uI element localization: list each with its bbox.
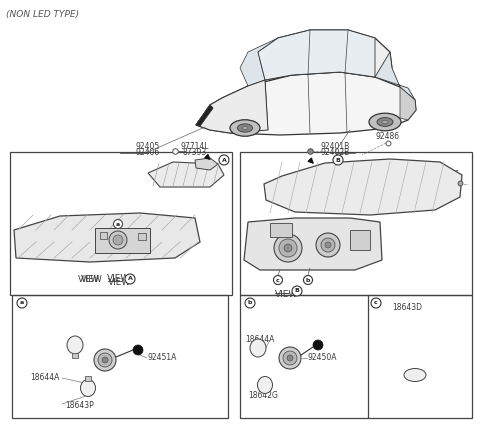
Polygon shape — [258, 30, 375, 80]
Text: VIEW: VIEW — [275, 290, 298, 299]
Circle shape — [279, 347, 301, 369]
Circle shape — [102, 357, 108, 363]
Circle shape — [313, 340, 323, 350]
Text: 87393: 87393 — [183, 148, 207, 157]
Circle shape — [98, 353, 112, 367]
Text: VIEW: VIEW — [107, 274, 130, 283]
Circle shape — [245, 298, 255, 308]
Ellipse shape — [238, 124, 252, 132]
Text: a: a — [20, 300, 24, 305]
Circle shape — [125, 274, 135, 284]
Circle shape — [274, 276, 283, 285]
Circle shape — [133, 345, 143, 355]
Bar — [85, 376, 91, 381]
Text: (NON LED TYPE): (NON LED TYPE) — [6, 10, 79, 19]
Bar — [270, 223, 292, 237]
Text: b: b — [306, 277, 310, 282]
Bar — [240, 152, 472, 295]
Polygon shape — [14, 213, 200, 262]
Text: A: A — [128, 276, 132, 282]
Circle shape — [109, 231, 127, 249]
Bar — [240, 295, 472, 418]
Circle shape — [113, 235, 123, 245]
Ellipse shape — [369, 113, 401, 131]
Text: 92486: 92486 — [376, 132, 400, 141]
Circle shape — [303, 276, 312, 285]
Text: 18644A: 18644A — [30, 374, 60, 383]
Text: 18644A: 18644A — [245, 336, 275, 345]
Text: b: b — [248, 300, 252, 305]
Ellipse shape — [257, 377, 273, 394]
Ellipse shape — [250, 339, 266, 357]
Polygon shape — [196, 105, 213, 126]
Polygon shape — [375, 52, 415, 100]
Text: c: c — [374, 300, 378, 305]
Ellipse shape — [242, 127, 248, 130]
Circle shape — [371, 298, 381, 308]
Circle shape — [279, 239, 297, 257]
Bar — [100, 232, 107, 239]
Ellipse shape — [230, 120, 260, 136]
Text: 87126: 87126 — [436, 170, 460, 179]
Polygon shape — [400, 87, 416, 120]
Circle shape — [284, 244, 292, 252]
Circle shape — [292, 286, 302, 296]
Text: 92402B: 92402B — [320, 148, 349, 157]
Polygon shape — [196, 105, 213, 126]
Circle shape — [283, 351, 297, 365]
Text: 92450A: 92450A — [308, 354, 337, 363]
Circle shape — [17, 298, 27, 308]
Polygon shape — [248, 30, 392, 86]
Circle shape — [113, 219, 122, 228]
Circle shape — [321, 238, 335, 252]
Text: 92406: 92406 — [136, 148, 160, 157]
Text: 92451A: 92451A — [148, 354, 178, 363]
Text: VIEW: VIEW — [81, 275, 103, 284]
Polygon shape — [264, 159, 462, 215]
Circle shape — [94, 349, 116, 371]
Text: a: a — [116, 222, 120, 227]
Ellipse shape — [67, 336, 83, 354]
Text: 97714L: 97714L — [181, 142, 209, 151]
Bar — [72, 353, 78, 358]
Ellipse shape — [404, 368, 426, 382]
Bar — [95, 228, 150, 253]
Text: 92401B: 92401B — [320, 142, 349, 151]
Ellipse shape — [377, 118, 393, 127]
Text: 92405: 92405 — [136, 142, 160, 151]
Text: 18642G: 18642G — [248, 391, 278, 400]
Circle shape — [219, 155, 229, 165]
Text: VIEW: VIEW — [78, 275, 100, 284]
Polygon shape — [195, 158, 218, 170]
Circle shape — [325, 242, 331, 248]
Circle shape — [287, 355, 293, 361]
Circle shape — [274, 234, 302, 262]
Bar — [12, 295, 228, 418]
Text: B: B — [295, 288, 300, 294]
Bar — [138, 233, 146, 240]
Ellipse shape — [382, 120, 388, 124]
Bar — [10, 152, 232, 295]
Text: A: A — [222, 158, 227, 162]
Text: 18643D: 18643D — [392, 303, 422, 312]
Circle shape — [333, 155, 343, 165]
Polygon shape — [240, 38, 278, 86]
Circle shape — [316, 233, 340, 257]
Text: 18643P: 18643P — [65, 400, 94, 409]
Text: c: c — [276, 277, 280, 282]
Text: B: B — [336, 158, 340, 162]
Polygon shape — [244, 218, 382, 270]
Ellipse shape — [81, 380, 96, 397]
Bar — [350, 230, 370, 250]
Text: VIEW: VIEW — [108, 278, 131, 287]
Polygon shape — [196, 80, 268, 133]
Polygon shape — [148, 162, 224, 187]
Polygon shape — [196, 72, 416, 135]
